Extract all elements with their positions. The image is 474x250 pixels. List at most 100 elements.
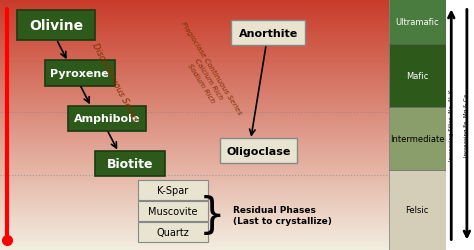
Bar bbox=[0, 113, 389, 114]
Bar bbox=[0, 112, 389, 113]
Bar bbox=[0, 221, 389, 222]
Bar bbox=[0, 50, 389, 51]
Bar bbox=[0, 5, 389, 6]
Text: Pyroxene: Pyroxene bbox=[50, 69, 109, 79]
Text: Quartz: Quartz bbox=[156, 228, 189, 237]
Bar bbox=[0, 245, 389, 246]
Bar bbox=[0, 153, 389, 154]
Bar bbox=[0, 115, 389, 116]
Bar bbox=[0, 72, 389, 73]
Bar bbox=[0, 21, 389, 22]
Bar bbox=[0, 175, 389, 176]
Bar bbox=[0, 107, 389, 108]
Bar bbox=[0, 140, 389, 141]
Bar bbox=[0, 90, 389, 91]
Bar bbox=[0, 83, 389, 84]
Text: Ultramafic: Ultramafic bbox=[395, 18, 439, 27]
Text: Increasing Fe, Mg & Ca: Increasing Fe, Mg & Ca bbox=[465, 94, 469, 156]
Bar bbox=[0, 102, 389, 103]
Bar bbox=[0, 99, 389, 100]
Bar bbox=[0, 81, 389, 82]
Bar bbox=[0, 197, 389, 198]
Bar bbox=[0, 166, 389, 167]
Bar bbox=[0, 10, 389, 11]
FancyBboxPatch shape bbox=[138, 201, 208, 221]
Text: Muscovite: Muscovite bbox=[148, 206, 198, 216]
Bar bbox=[0, 11, 389, 12]
Bar bbox=[0, 127, 389, 128]
FancyBboxPatch shape bbox=[95, 151, 165, 176]
Bar bbox=[0, 114, 389, 115]
Bar bbox=[0, 242, 389, 243]
Bar bbox=[0, 3, 389, 4]
Bar bbox=[0, 151, 389, 152]
Bar bbox=[0, 182, 389, 183]
Bar bbox=[0, 61, 389, 62]
Bar bbox=[0, 88, 389, 89]
Bar bbox=[0, 223, 389, 224]
Bar bbox=[0, 41, 389, 42]
Bar bbox=[0, 143, 389, 144]
Text: Biotite: Biotite bbox=[107, 157, 154, 170]
Bar bbox=[0, 94, 389, 95]
Bar bbox=[0, 144, 389, 145]
Text: Increasing Silica, Na, Al, K: Increasing Silica, Na, Al, K bbox=[449, 89, 454, 161]
Bar bbox=[0, 100, 389, 101]
Bar bbox=[0, 2, 389, 3]
Bar bbox=[0, 247, 389, 248]
Bar bbox=[0, 22, 389, 23]
Bar bbox=[0, 160, 389, 161]
Bar bbox=[0, 188, 389, 189]
Bar bbox=[0, 24, 389, 25]
Bar bbox=[0, 181, 389, 182]
Bar bbox=[0, 237, 389, 238]
Bar bbox=[0, 34, 389, 35]
Bar bbox=[0, 37, 389, 38]
Bar bbox=[0, 47, 389, 48]
Bar bbox=[0, 82, 389, 83]
Bar bbox=[0, 156, 389, 157]
Bar bbox=[0, 171, 389, 172]
FancyBboxPatch shape bbox=[389, 170, 446, 250]
Bar bbox=[0, 213, 389, 214]
FancyBboxPatch shape bbox=[231, 21, 305, 46]
Bar bbox=[0, 38, 389, 39]
Bar bbox=[0, 167, 389, 168]
Bar bbox=[0, 249, 389, 250]
Bar bbox=[0, 48, 389, 49]
Bar bbox=[0, 103, 389, 104]
Bar bbox=[0, 148, 389, 149]
Bar bbox=[0, 157, 389, 158]
Bar bbox=[0, 8, 389, 9]
Bar bbox=[0, 86, 389, 87]
Bar bbox=[0, 132, 389, 133]
Bar bbox=[0, 76, 389, 77]
Bar bbox=[0, 63, 389, 64]
Bar bbox=[0, 92, 389, 93]
Bar bbox=[0, 123, 389, 124]
FancyBboxPatch shape bbox=[389, 45, 446, 108]
Bar bbox=[0, 9, 389, 10]
Bar bbox=[0, 141, 389, 142]
Bar bbox=[0, 207, 389, 208]
Bar bbox=[0, 32, 389, 33]
Bar bbox=[0, 66, 389, 67]
Bar bbox=[0, 225, 389, 226]
Bar bbox=[0, 16, 389, 17]
Bar bbox=[0, 152, 389, 153]
Bar bbox=[0, 210, 389, 211]
Bar bbox=[0, 169, 389, 170]
Bar bbox=[0, 232, 389, 233]
Bar bbox=[0, 176, 389, 177]
Bar bbox=[0, 239, 389, 240]
Bar bbox=[0, 85, 389, 86]
Bar bbox=[0, 191, 389, 192]
Bar bbox=[0, 149, 389, 150]
Bar bbox=[0, 45, 389, 46]
Text: Amphibole: Amphibole bbox=[73, 114, 140, 124]
Bar bbox=[0, 71, 389, 72]
Bar bbox=[0, 163, 389, 164]
Bar bbox=[0, 97, 389, 98]
Bar bbox=[0, 30, 389, 31]
Bar bbox=[0, 0, 389, 1]
